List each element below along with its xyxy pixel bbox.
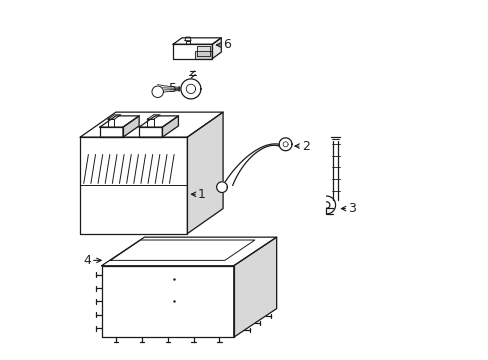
Polygon shape — [185, 41, 190, 44]
Polygon shape — [147, 115, 160, 119]
Polygon shape — [216, 182, 227, 193]
Polygon shape — [100, 116, 139, 127]
Polygon shape — [187, 112, 223, 234]
Polygon shape — [152, 86, 163, 98]
Polygon shape — [102, 237, 276, 266]
Polygon shape — [186, 84, 195, 94]
Polygon shape — [283, 142, 287, 147]
Polygon shape — [102, 266, 233, 337]
Text: 4: 4 — [83, 254, 91, 267]
Text: 3: 3 — [347, 202, 355, 215]
Polygon shape — [222, 144, 279, 187]
Text: 5: 5 — [168, 82, 176, 95]
Polygon shape — [123, 116, 139, 137]
Polygon shape — [181, 79, 201, 99]
Polygon shape — [147, 119, 153, 127]
Text: 1: 1 — [198, 188, 205, 201]
Polygon shape — [139, 127, 162, 137]
Text: 2: 2 — [301, 140, 309, 153]
Polygon shape — [279, 138, 291, 151]
Polygon shape — [80, 112, 223, 137]
Polygon shape — [100, 127, 123, 137]
Polygon shape — [194, 51, 212, 59]
Polygon shape — [108, 115, 121, 119]
Polygon shape — [173, 44, 212, 59]
Polygon shape — [212, 38, 221, 59]
Polygon shape — [139, 116, 178, 127]
Polygon shape — [184, 37, 191, 41]
Polygon shape — [108, 119, 114, 127]
Polygon shape — [162, 116, 178, 137]
Polygon shape — [196, 46, 210, 57]
Polygon shape — [173, 38, 221, 44]
Polygon shape — [80, 137, 187, 234]
Polygon shape — [233, 237, 276, 337]
Text: 6: 6 — [223, 39, 230, 51]
